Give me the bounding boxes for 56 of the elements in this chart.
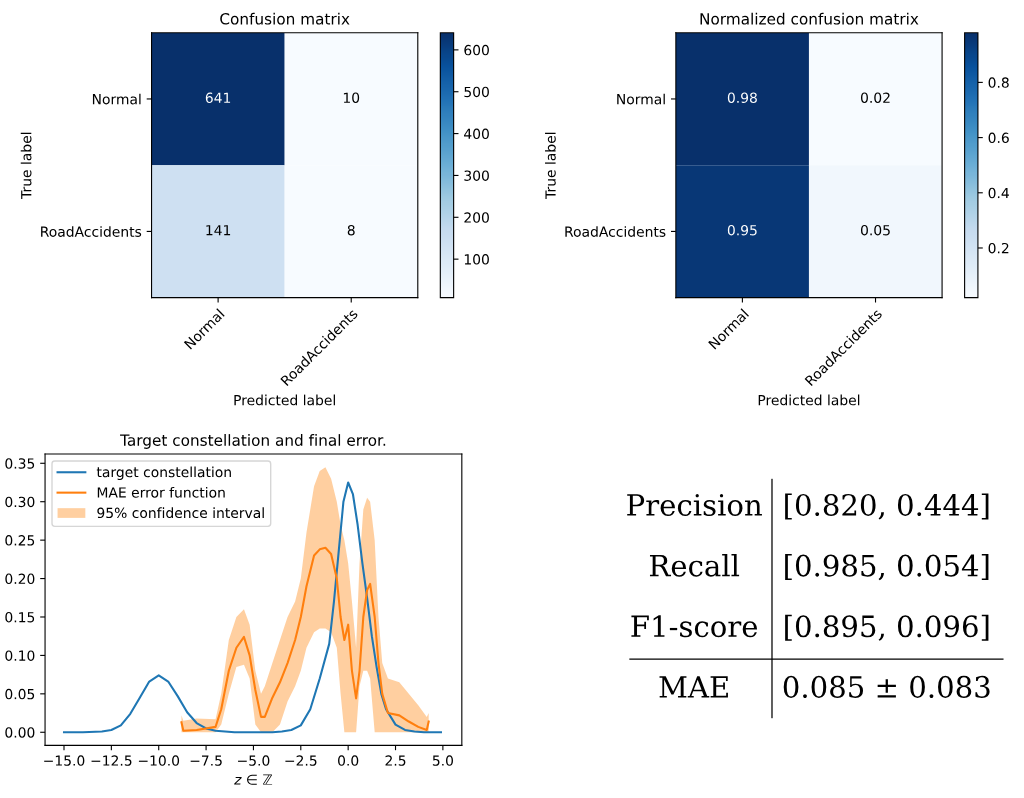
y-tick-label: 0.15 (5, 611, 35, 623)
y-tick-label: 0.05 (5, 688, 35, 700)
data-label: 141 (206, 225, 231, 236)
color-bar-label: 0.6 (988, 132, 1009, 144)
chart-title: Target constellation and final error. (120, 434, 386, 449)
data-label: 641 (205, 92, 231, 103)
text: [0.820, 0.444] (785, 493, 989, 520)
color-bar-label: 200 (464, 212, 489, 223)
legend-label: target constellation (96, 466, 231, 480)
text: [0.985, 0.054] (785, 554, 989, 581)
color-bar-label: 0.4 (988, 187, 1009, 199)
x-tick-label: 2.5 (385, 755, 406, 766)
color-bar-label: 400 (464, 128, 489, 140)
x-tick-label: −7.5 (190, 755, 222, 766)
x-axis-title: Predicted label (234, 394, 335, 406)
data-label: 0.95 (727, 224, 757, 236)
text: F1-score (631, 615, 758, 638)
y-tick-label: 0.20 (5, 573, 35, 585)
x-tick-label: −12.5 (91, 755, 132, 766)
text: [0.895, 0.096] (785, 614, 989, 641)
x-tick-label: −15.0 (44, 755, 85, 766)
x-tick-label: 0.0 (338, 755, 359, 766)
text: Recall (649, 554, 740, 577)
x-tick-label: −2.5 (285, 755, 317, 766)
text: MAE (659, 676, 728, 698)
legend-label: 95% confidence interval (97, 507, 264, 519)
x-tick-label: 5.0 (432, 755, 453, 766)
color-bar-label: 0.8 (988, 77, 1009, 88)
y-tick-label: 0.35 (5, 458, 35, 469)
color-bar-label: 600 (464, 44, 489, 56)
color-bar-label: 500 (464, 86, 489, 98)
data-label: 0.98 (727, 92, 757, 103)
data-label: 8 (347, 224, 355, 236)
data-label: 10 (343, 92, 360, 103)
color-bar-label: 300 (464, 170, 489, 181)
chart-title: Confusion matrix (220, 12, 350, 25)
text: 0.085 ± 0.083 (783, 675, 990, 698)
y-axis-title: True label (545, 132, 556, 199)
x-tick-label: −10.0 (138, 755, 180, 766)
color-bar-label: 100 (464, 254, 489, 265)
x-tick-label: −5.0 (238, 755, 270, 766)
chart-title: Normalized confusion matrix (700, 12, 919, 25)
data-label: 0.05 (860, 224, 890, 236)
y-tick-label: 0.00 (5, 727, 35, 738)
text: Precision (627, 494, 762, 516)
y-axis-title: True label (20, 132, 32, 199)
legend-label: MAE error function (97, 486, 225, 498)
line-series (62, 481, 443, 734)
y-tick-label: 0.30 (5, 496, 35, 508)
x-axis-title: Predicted label (758, 394, 860, 406)
data-label: 0.02 (860, 92, 890, 103)
y-tick-label: 0.25 (5, 535, 35, 546)
x-axis-title: z ∈ ℤ (234, 774, 273, 785)
y-tick-label: 0.10 (5, 650, 35, 661)
line-series (180, 546, 430, 732)
color-bar-label: 0.2 (988, 242, 1009, 254)
